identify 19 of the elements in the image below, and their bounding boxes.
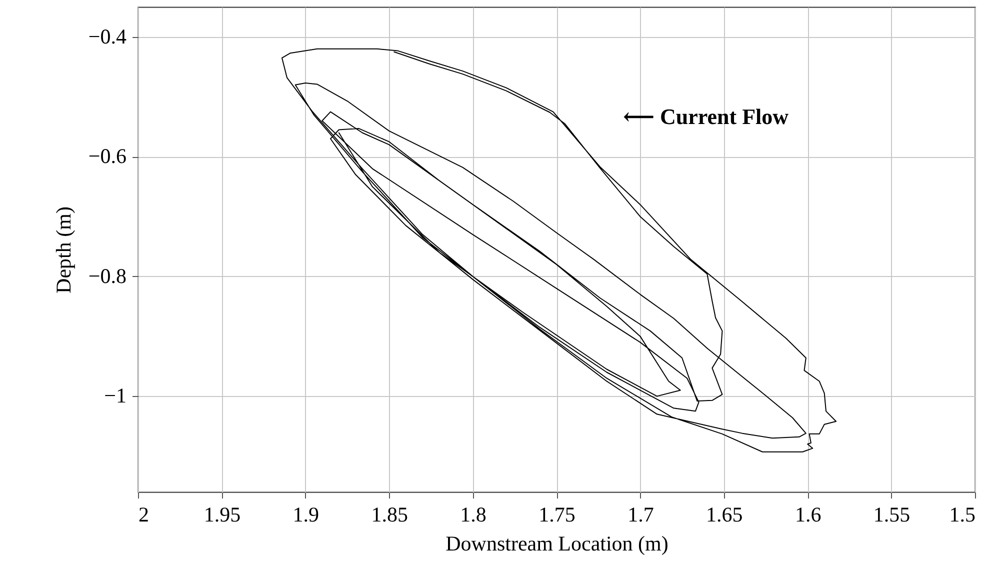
y-tick-label: −0.8 — [88, 264, 126, 288]
x-tick-label: 1.55 — [873, 502, 910, 526]
x-tick-label: 1.5 — [949, 502, 976, 526]
x-tick-label: 1.65 — [706, 502, 743, 526]
line-series — [281, 48, 837, 452]
x-tick-label: 1.95 — [204, 502, 241, 526]
annotation: ⟵ Current Flow — [623, 104, 789, 129]
x-tick-label: 1.85 — [371, 502, 408, 526]
y-axis-title: Depth (m) — [51, 206, 76, 294]
x-tick-label: 1.7 — [628, 502, 654, 526]
y-tick-label: −1 — [104, 384, 126, 408]
x-tick-label: 1.9 — [292, 502, 320, 526]
y-tick-label: −0.6 — [88, 144, 126, 168]
y-tick-label: −0.4 — [88, 24, 127, 48]
x-axis-title: Downstream Location (m) — [446, 532, 668, 556]
x-tick-label: 2 — [138, 502, 149, 526]
x-tick-label: 1.6 — [794, 502, 822, 526]
x-tick-label: 1.8 — [460, 502, 486, 526]
x-tick-label: 1.75 — [538, 502, 576, 526]
